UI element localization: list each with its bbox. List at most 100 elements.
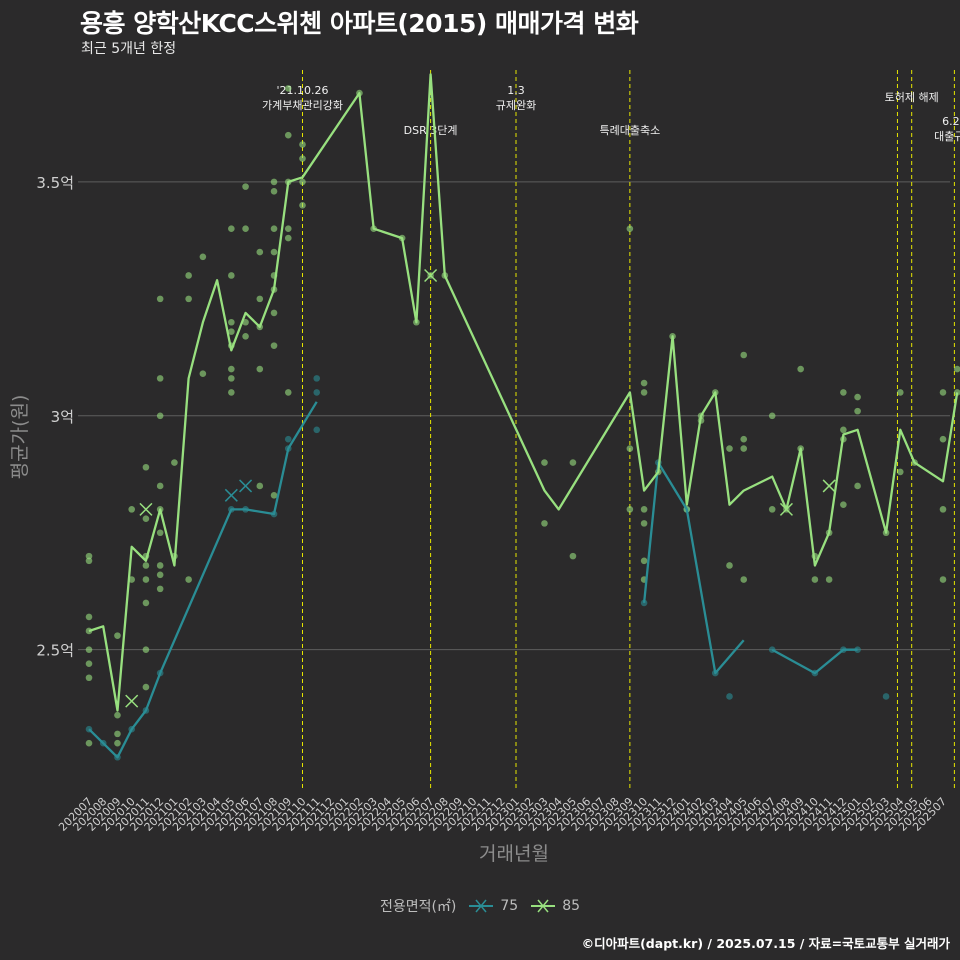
point-85 [740, 435, 748, 443]
point-85 [640, 557, 648, 565]
point-85 [740, 351, 748, 359]
x-mark-85 [139, 502, 153, 516]
point-85 [939, 576, 947, 583]
event-label: 특례대출축소 [599, 124, 660, 137]
event-label: 대출규제 [934, 130, 960, 143]
point-85 [284, 85, 292, 92]
point-85 [640, 506, 648, 513]
legend-label-85: 85 [562, 898, 581, 914]
point-75 [726, 693, 733, 700]
point-85 [185, 295, 192, 303]
point-85 [939, 389, 947, 396]
event-lines [302, 70, 955, 790]
point-85 [85, 646, 93, 653]
point-85 [228, 375, 235, 382]
point-85 [626, 445, 634, 452]
point-75 [882, 693, 890, 700]
point-85 [171, 459, 178, 466]
point-85 [128, 506, 135, 513]
point-85 [825, 576, 833, 583]
series-line-75 [88, 401, 858, 759]
point-85 [156, 585, 164, 593]
point-85 [897, 389, 904, 396]
point-85 [256, 295, 264, 303]
series-lines [88, 73, 959, 759]
point-85 [768, 412, 776, 420]
x-mark-85 [779, 502, 793, 516]
point-85 [256, 482, 264, 490]
point-85 [840, 389, 847, 396]
point-85 [270, 492, 278, 499]
point-85 [854, 407, 861, 415]
x-mark-85 [424, 268, 438, 283]
point-85 [284, 131, 292, 139]
x-mark-75 [224, 488, 238, 502]
point-85 [797, 365, 804, 373]
point-85 [854, 482, 861, 490]
point-85 [284, 234, 292, 242]
y-tick-label: 2.5억 [36, 642, 74, 660]
point-85 [541, 459, 548, 466]
point-85 [284, 225, 292, 233]
point-85 [142, 646, 150, 653]
point-85 [228, 328, 235, 335]
point-85 [156, 562, 164, 569]
point-85 [953, 365, 960, 373]
point-85 [939, 506, 947, 513]
point-85 [939, 435, 947, 443]
event-label: 6.27 [942, 115, 960, 128]
point-85 [114, 632, 121, 639]
point-85 [299, 202, 306, 209]
x-mark-stroke [239, 479, 253, 493]
x-axis-title: 거래년월 [479, 843, 549, 865]
point-85 [142, 562, 150, 569]
point-85 [897, 468, 904, 476]
event-label: '21.10.26 [276, 84, 328, 97]
point-85 [142, 576, 150, 583]
y-tick-label: 3.5억 [36, 174, 74, 192]
point-85 [156, 482, 164, 490]
x-mark-85 [125, 694, 139, 708]
point-85 [270, 225, 278, 233]
y-tick-labels: 2.5억 3억 3.5억 [36, 174, 74, 660]
point-85 [811, 576, 819, 583]
point-85 [142, 463, 150, 471]
x-mark-stroke [779, 502, 793, 516]
legend-title: 전용면적(㎡) [379, 899, 457, 915]
point-85 [142, 515, 150, 523]
point-75 [640, 599, 648, 607]
point-85 [299, 155, 306, 162]
point-75 [313, 389, 321, 396]
point-75 [313, 375, 321, 382]
point-85 [242, 318, 249, 326]
point-85 [541, 520, 548, 527]
point-85 [242, 225, 249, 233]
point-85 [284, 389, 292, 396]
legend-key-85-icon [531, 899, 556, 913]
legend: 전용면적(㎡) 75 85 [0, 896, 960, 916]
point-85 [242, 183, 249, 190]
point-85 [114, 739, 121, 747]
point-85 [85, 674, 93, 682]
legend-key-75-icon [469, 899, 494, 913]
legend-item-75: 75 [468, 898, 518, 914]
x-mark-stroke [822, 479, 836, 493]
point-85 [228, 272, 235, 279]
point-75 [313, 426, 321, 434]
point-85 [199, 370, 207, 378]
x-marks [125, 268, 836, 708]
point-85 [768, 506, 776, 513]
point-85 [199, 253, 207, 261]
point-85 [270, 248, 278, 256]
point-85 [242, 332, 249, 340]
point-85 [840, 426, 847, 434]
point-85 [256, 365, 264, 373]
point-85 [569, 552, 577, 560]
point-85 [726, 562, 733, 569]
point-85 [228, 318, 235, 326]
point-85 [228, 225, 235, 233]
point-85 [299, 178, 306, 186]
point-85 [569, 459, 577, 466]
point-85 [270, 342, 278, 349]
